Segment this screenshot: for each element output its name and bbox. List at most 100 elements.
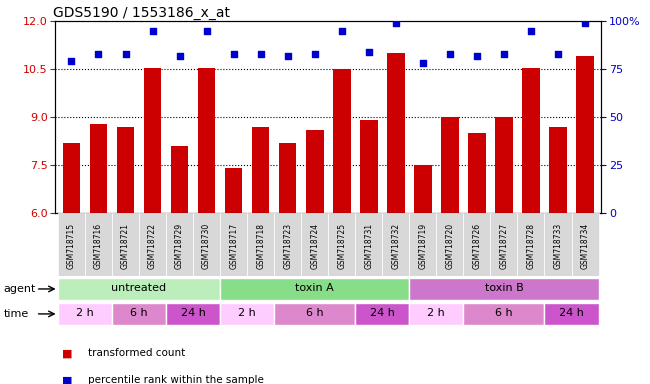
Point bbox=[580, 20, 590, 26]
Text: 2 h: 2 h bbox=[239, 308, 256, 318]
Text: 2 h: 2 h bbox=[428, 308, 445, 318]
Bar bbox=[463, 303, 545, 325]
Bar bbox=[577, 56, 594, 213]
Bar bbox=[62, 143, 80, 213]
Text: 24 h: 24 h bbox=[559, 308, 584, 318]
Bar bbox=[387, 53, 404, 213]
Bar bbox=[166, 303, 220, 325]
Bar bbox=[279, 143, 296, 213]
Text: GSM718718: GSM718718 bbox=[256, 223, 265, 269]
Bar bbox=[171, 146, 188, 213]
Bar bbox=[90, 124, 107, 213]
Bar bbox=[414, 165, 432, 213]
Text: ■: ■ bbox=[62, 348, 72, 358]
Bar bbox=[274, 303, 356, 325]
Point bbox=[94, 51, 104, 57]
Bar bbox=[112, 303, 166, 325]
Point bbox=[391, 20, 401, 26]
Bar bbox=[436, 213, 463, 276]
Text: GSM718729: GSM718729 bbox=[175, 223, 184, 269]
Text: GSM718730: GSM718730 bbox=[202, 223, 211, 269]
Point bbox=[418, 60, 428, 66]
Bar bbox=[301, 213, 328, 276]
Text: 6 h: 6 h bbox=[495, 308, 513, 318]
Text: GSM718731: GSM718731 bbox=[364, 223, 373, 269]
Text: GSM718728: GSM718728 bbox=[526, 223, 536, 269]
Text: GSM718725: GSM718725 bbox=[337, 223, 346, 269]
Bar bbox=[333, 69, 350, 213]
Text: 24 h: 24 h bbox=[181, 308, 205, 318]
Text: 6 h: 6 h bbox=[306, 308, 324, 318]
Text: GSM718734: GSM718734 bbox=[580, 223, 590, 269]
Bar bbox=[545, 213, 571, 276]
Bar bbox=[441, 117, 459, 213]
Point bbox=[174, 53, 185, 59]
Text: GSM718719: GSM718719 bbox=[419, 223, 427, 269]
Bar bbox=[491, 213, 517, 276]
Bar bbox=[58, 278, 220, 300]
Point bbox=[66, 58, 77, 65]
Bar bbox=[382, 213, 410, 276]
Bar bbox=[252, 127, 270, 213]
Bar bbox=[58, 303, 112, 325]
Bar bbox=[495, 117, 513, 213]
Point bbox=[202, 28, 212, 34]
Bar bbox=[117, 127, 135, 213]
Text: time: time bbox=[3, 309, 29, 319]
Bar bbox=[356, 213, 382, 276]
Bar bbox=[220, 213, 247, 276]
Text: GSM718727: GSM718727 bbox=[499, 223, 508, 269]
Point bbox=[472, 53, 482, 59]
Bar bbox=[549, 127, 567, 213]
Bar bbox=[468, 133, 486, 213]
Text: 24 h: 24 h bbox=[370, 308, 395, 318]
Bar bbox=[571, 213, 599, 276]
Text: ■: ■ bbox=[62, 375, 72, 384]
Bar bbox=[517, 213, 545, 276]
Text: GSM718722: GSM718722 bbox=[148, 223, 157, 269]
Text: 6 h: 6 h bbox=[130, 308, 148, 318]
Bar bbox=[410, 303, 463, 325]
Bar bbox=[247, 213, 274, 276]
Text: toxin B: toxin B bbox=[484, 283, 523, 293]
Text: GSM718717: GSM718717 bbox=[229, 223, 238, 269]
Text: GSM718724: GSM718724 bbox=[310, 223, 319, 269]
Text: GDS5190 / 1553186_x_at: GDS5190 / 1553186_x_at bbox=[53, 6, 229, 20]
Text: percentile rank within the sample: percentile rank within the sample bbox=[88, 375, 264, 384]
Point bbox=[309, 51, 320, 57]
Point bbox=[228, 51, 239, 57]
Bar bbox=[328, 213, 356, 276]
Bar bbox=[463, 213, 491, 276]
Text: GSM718715: GSM718715 bbox=[67, 223, 76, 269]
Bar bbox=[193, 213, 220, 276]
Text: GSM718716: GSM718716 bbox=[94, 223, 103, 269]
Bar bbox=[166, 213, 193, 276]
Bar bbox=[144, 68, 161, 213]
Bar bbox=[410, 213, 436, 276]
Bar bbox=[225, 168, 242, 213]
Point bbox=[120, 51, 131, 57]
Point bbox=[255, 51, 266, 57]
Bar bbox=[274, 213, 301, 276]
Bar bbox=[58, 213, 85, 276]
Text: untreated: untreated bbox=[112, 283, 166, 293]
Bar bbox=[545, 303, 599, 325]
Point bbox=[337, 28, 347, 34]
Bar bbox=[356, 303, 410, 325]
Point bbox=[445, 51, 455, 57]
Point bbox=[363, 49, 374, 55]
Point bbox=[552, 51, 563, 57]
Text: agent: agent bbox=[3, 284, 36, 294]
Text: GSM718720: GSM718720 bbox=[445, 223, 454, 269]
Text: GSM718732: GSM718732 bbox=[391, 223, 400, 269]
Text: GSM718721: GSM718721 bbox=[121, 223, 130, 269]
Point bbox=[148, 28, 158, 34]
Bar bbox=[198, 68, 215, 213]
Bar bbox=[410, 278, 599, 300]
Bar bbox=[220, 278, 410, 300]
Text: toxin A: toxin A bbox=[295, 283, 334, 293]
Text: 2 h: 2 h bbox=[76, 308, 94, 318]
Bar bbox=[112, 213, 139, 276]
Text: transformed count: transformed count bbox=[88, 348, 185, 358]
Bar bbox=[139, 213, 166, 276]
